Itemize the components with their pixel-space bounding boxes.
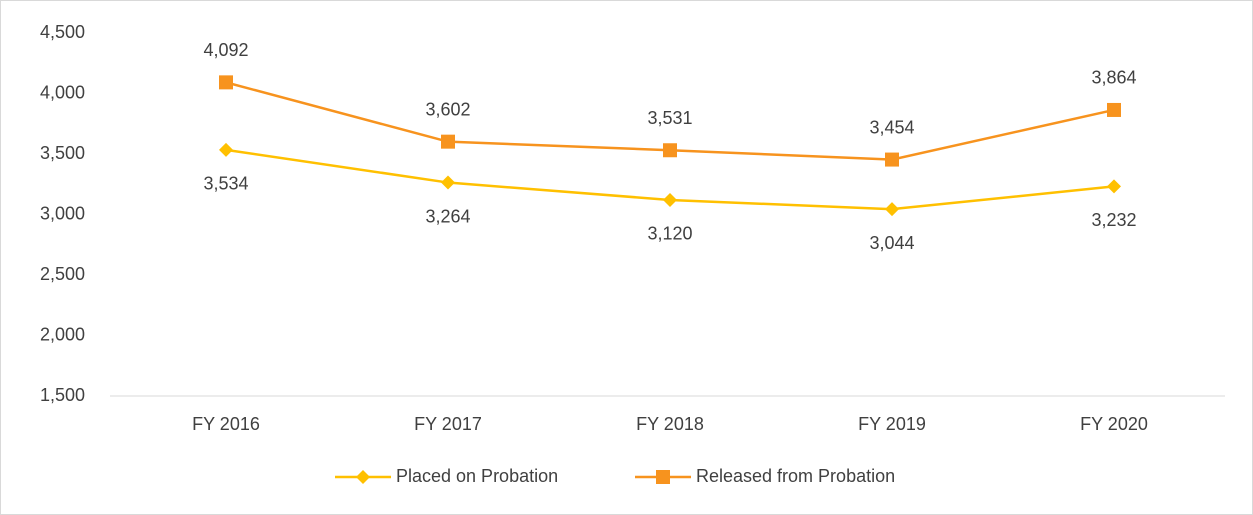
y-tick-label: 4,000 xyxy=(40,82,85,102)
data-point xyxy=(663,143,677,158)
y-tick-label: 3,500 xyxy=(40,143,85,163)
data-label: 3,120 xyxy=(647,224,692,244)
data-point xyxy=(219,75,233,90)
data-label: 3,454 xyxy=(869,117,914,137)
data-label: 3,534 xyxy=(203,174,248,194)
x-tick-label: FY 2016 xyxy=(192,414,260,434)
x-tick-label: FY 2020 xyxy=(1080,414,1148,434)
legend-marker xyxy=(356,470,370,484)
data-label: 3,531 xyxy=(647,108,692,128)
data-point xyxy=(1107,102,1121,117)
data-point xyxy=(441,134,455,149)
data-label: 4,092 xyxy=(203,40,248,60)
y-tick-label: 1,500 xyxy=(40,385,85,405)
y-tick-label: 2,500 xyxy=(40,264,85,284)
legend-label: Released from Probation xyxy=(696,466,895,486)
x-tick-label: FY 2017 xyxy=(414,414,482,434)
legend-label: Placed on Probation xyxy=(396,466,558,486)
data-label: 3,264 xyxy=(425,206,470,226)
data-label: 3,602 xyxy=(425,99,470,119)
data-point xyxy=(441,175,455,190)
data-label: 3,044 xyxy=(869,233,914,253)
x-tick-label: FY 2019 xyxy=(858,414,926,434)
data-point xyxy=(885,152,899,167)
data-label: 3,232 xyxy=(1091,210,1136,230)
data-point xyxy=(885,202,899,217)
data-point xyxy=(1107,179,1121,194)
data-label: 3,864 xyxy=(1091,68,1136,88)
x-tick-label: FY 2018 xyxy=(636,414,704,434)
data-point xyxy=(219,142,233,157)
y-tick-label: 3,000 xyxy=(40,203,85,223)
legend-marker xyxy=(656,470,670,484)
y-tick-label: 2,000 xyxy=(40,324,85,344)
data-point xyxy=(663,192,677,207)
y-tick-label: 4,500 xyxy=(40,22,85,42)
